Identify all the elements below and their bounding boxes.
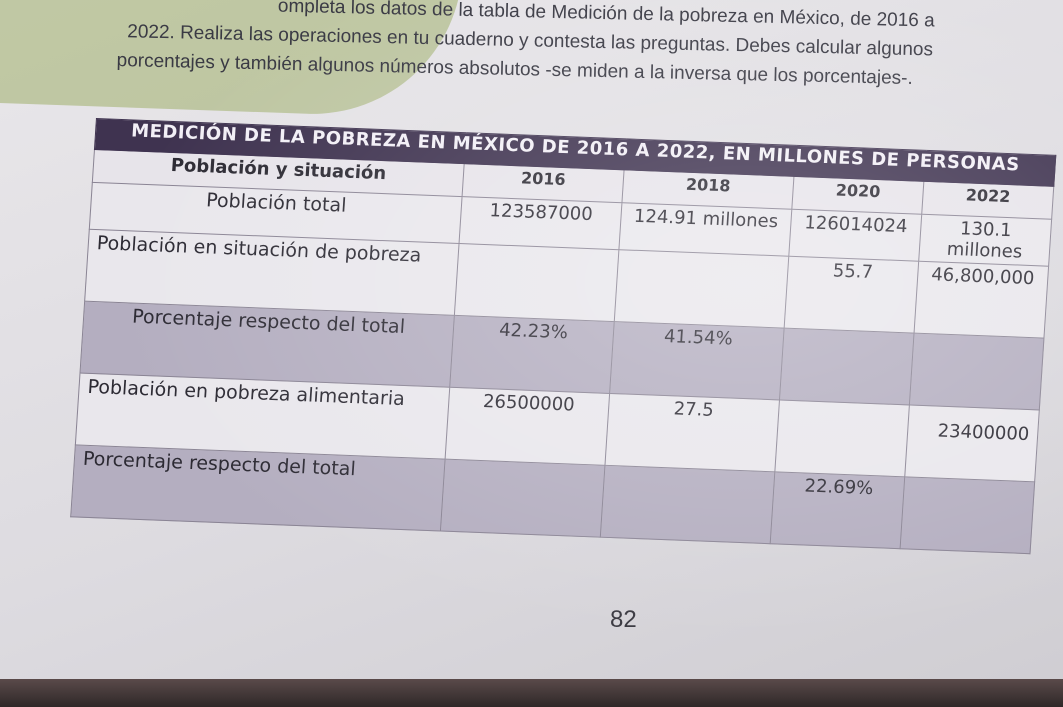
table-cell: 55.7 bbox=[784, 256, 919, 334]
table-cell: 46,800,000 bbox=[914, 261, 1049, 339]
table-cell[interactable] bbox=[774, 399, 910, 477]
table-cell: 41.54% bbox=[609, 321, 785, 400]
table-cell[interactable] bbox=[600, 465, 775, 544]
table-cell[interactable] bbox=[900, 476, 1035, 554]
page-number: 82 bbox=[610, 606, 637, 633]
table-surface bbox=[0, 679, 1063, 707]
table-cell: 23400000 bbox=[904, 404, 1040, 482]
table-cell: 42.23% bbox=[449, 315, 615, 394]
table-cell: 22.69% bbox=[770, 471, 905, 549]
table-cell: 124.91 millones bbox=[618, 202, 792, 257]
table-cell[interactable] bbox=[779, 328, 915, 405]
table-cell: 126014024 bbox=[788, 209, 922, 262]
table-cell: 27.5 bbox=[604, 393, 780, 472]
table-cell[interactable] bbox=[614, 249, 789, 329]
table-cell[interactable] bbox=[909, 333, 1044, 410]
row-label: Porcentaje respecto del total bbox=[70, 444, 446, 532]
year-2022-header: 2022 bbox=[921, 181, 1054, 220]
table-cell[interactable] bbox=[454, 243, 619, 322]
table-cell: 130.1 millones bbox=[918, 214, 1052, 267]
table-cell[interactable] bbox=[440, 459, 605, 538]
poverty-table: MEDICIÓN DE LA POBREZA EN MÉXICO DE 2016… bbox=[70, 118, 1056, 554]
table-cell: 26500000 bbox=[445, 387, 610, 466]
table-cell: 123587000 bbox=[459, 196, 622, 250]
poverty-table-container: MEDICIÓN DE LA POBREZA EN MÉXICO DE 2016… bbox=[70, 118, 1056, 554]
year-2020-header: 2020 bbox=[791, 176, 924, 215]
